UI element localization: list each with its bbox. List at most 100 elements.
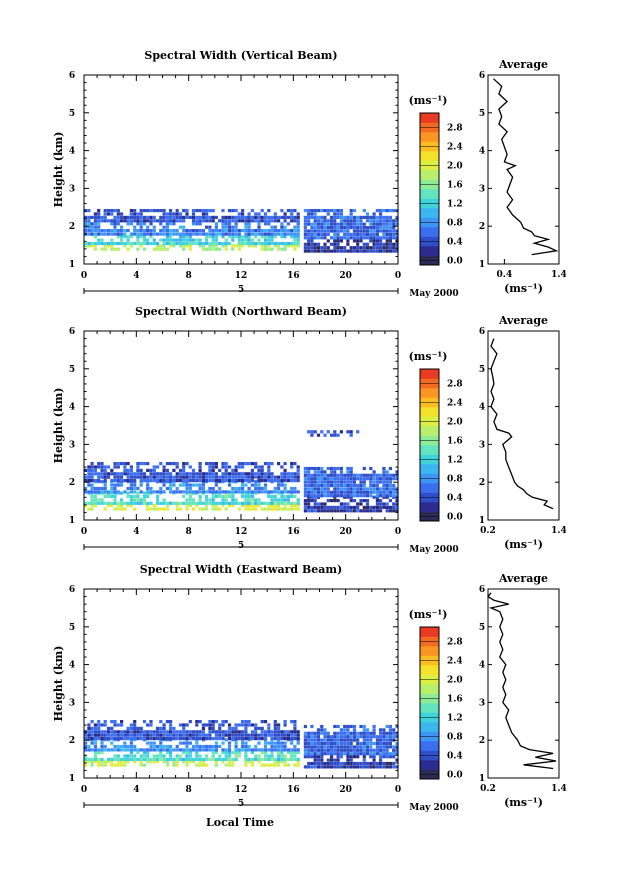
heatmap-cell bbox=[267, 730, 271, 734]
heatmap-cell bbox=[208, 468, 212, 472]
heatmap-cell bbox=[339, 741, 343, 746]
heatmap-cell bbox=[290, 737, 294, 741]
y-tick-label: 4 bbox=[69, 403, 75, 413]
heatmap-cell bbox=[260, 235, 264, 239]
heatmap-cell bbox=[392, 509, 396, 513]
heatmap-cell bbox=[214, 741, 218, 745]
heatmap-cell bbox=[205, 754, 209, 758]
colorbar-swatch bbox=[420, 684, 439, 694]
heatmap-cell bbox=[120, 215, 124, 219]
heatmap-cell bbox=[97, 462, 101, 466]
heatmap-cell bbox=[336, 765, 340, 769]
heatmap-cell bbox=[382, 741, 386, 746]
heatmap-cell bbox=[270, 247, 274, 251]
heatmap-cell bbox=[136, 229, 140, 233]
heatmap-cell bbox=[136, 733, 140, 737]
heatmap-cell bbox=[162, 475, 166, 479]
heatmap-cell bbox=[100, 744, 104, 749]
heatmap-cell bbox=[241, 475, 245, 479]
heatmap-cell bbox=[286, 751, 290, 755]
heatmap-cell bbox=[280, 229, 284, 233]
y-tick-label: 2 bbox=[69, 478, 75, 488]
heatmap-cell bbox=[375, 490, 379, 494]
heatmap-cell bbox=[198, 763, 202, 767]
heatmap-cell bbox=[146, 730, 150, 734]
heatmap-cell bbox=[250, 503, 254, 508]
day-label: 5 bbox=[238, 799, 244, 809]
heatmap-cell bbox=[198, 498, 202, 502]
heatmap-cell bbox=[339, 502, 343, 506]
heatmap-cell bbox=[169, 209, 173, 213]
heatmap-cell bbox=[382, 494, 386, 498]
heatmap-cell bbox=[326, 494, 330, 498]
heatmap-cell bbox=[293, 720, 297, 724]
heatmap-cell bbox=[260, 465, 264, 469]
heatmap-cell bbox=[307, 483, 311, 488]
heatmap-cell bbox=[263, 244, 268, 248]
heatmap-cell bbox=[159, 748, 163, 752]
heatmap-cell bbox=[120, 212, 124, 216]
y-tick-label: 2 bbox=[69, 222, 75, 232]
heatmap-cell bbox=[254, 241, 258, 246]
heatmap-cell bbox=[211, 244, 215, 248]
heatmap-cell bbox=[237, 751, 241, 755]
heatmap-cell bbox=[188, 503, 192, 508]
heatmap-cell bbox=[296, 219, 300, 223]
heatmap-cell bbox=[110, 720, 114, 724]
heatmap-cell bbox=[247, 212, 251, 216]
x-axis-label: Local Time bbox=[206, 816, 274, 829]
heatmap-cell bbox=[221, 751, 225, 755]
heatmap-cell bbox=[385, 755, 389, 759]
heatmap-cell bbox=[323, 748, 327, 752]
heatmap-cell bbox=[244, 475, 248, 479]
heatmap-cell bbox=[237, 462, 241, 466]
heatmap-cell bbox=[159, 501, 163, 505]
heatmap-cell bbox=[123, 754, 127, 758]
heatmap-cell bbox=[320, 430, 324, 434]
heatmap-cell bbox=[159, 733, 163, 737]
heatmap-cell bbox=[310, 466, 314, 471]
heatmap-cell bbox=[362, 466, 366, 471]
heatmap-cell bbox=[352, 239, 357, 243]
heatmap-cell bbox=[234, 498, 238, 502]
heatmap-cell bbox=[273, 212, 277, 216]
heatmap-cell bbox=[87, 490, 91, 494]
heatmap-cell bbox=[365, 212, 370, 216]
heatmap-cell bbox=[205, 225, 209, 229]
heatmap-cell bbox=[165, 757, 169, 761]
heatmap-cell bbox=[290, 215, 294, 219]
heatmap-cell bbox=[159, 238, 163, 242]
heatmap-cell bbox=[234, 232, 238, 236]
heatmap-cell bbox=[330, 505, 334, 509]
heatmap-cell bbox=[359, 752, 363, 756]
heatmap-cell bbox=[254, 472, 258, 476]
heatmap-cell bbox=[123, 468, 127, 472]
heatmap-cell bbox=[214, 475, 218, 479]
heatmap-cell bbox=[90, 720, 94, 724]
heatmap-cell bbox=[362, 477, 366, 481]
heatmap-cell bbox=[165, 751, 169, 755]
heatmap-cell bbox=[106, 490, 111, 494]
heatmap-cell bbox=[352, 505, 357, 509]
heatmap-cell bbox=[116, 235, 120, 239]
heatmap-cell bbox=[313, 752, 317, 756]
heatmap-cell bbox=[293, 232, 297, 236]
heatmap-cell bbox=[205, 219, 209, 223]
heatmap-cell bbox=[97, 229, 101, 233]
heatmap-cell bbox=[237, 244, 241, 248]
heatmap-cell bbox=[303, 499, 307, 503]
heatmap-cell bbox=[139, 754, 143, 758]
heatmap-cell bbox=[379, 765, 383, 769]
heatmap-cell bbox=[395, 752, 399, 756]
heatmap-cell bbox=[392, 755, 396, 759]
heatmap-cell bbox=[110, 468, 114, 472]
heatmap-cell bbox=[87, 730, 91, 734]
profile-x-tick-label: 1.4 bbox=[551, 526, 567, 536]
date-label: May 2000 bbox=[409, 289, 458, 299]
heatmap-cell bbox=[303, 477, 307, 481]
heatmap-cell bbox=[365, 219, 370, 223]
heatmap-cell bbox=[352, 509, 357, 513]
heatmap-cell bbox=[90, 472, 94, 476]
heatmap-cell bbox=[90, 730, 94, 734]
heatmap-cell bbox=[231, 733, 235, 737]
